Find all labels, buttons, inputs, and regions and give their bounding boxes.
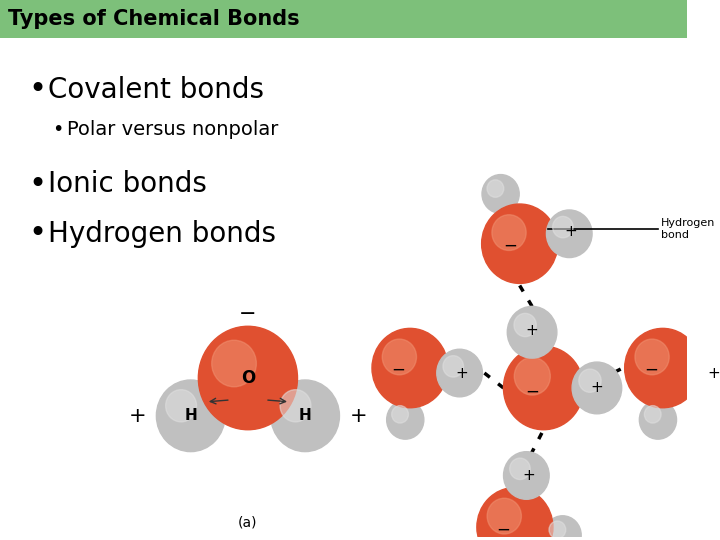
- Circle shape: [482, 174, 519, 213]
- Circle shape: [546, 210, 592, 258]
- Text: •: •: [53, 120, 64, 139]
- Circle shape: [503, 451, 549, 500]
- Circle shape: [625, 328, 701, 408]
- Text: +: +: [455, 366, 468, 381]
- Text: H: H: [184, 408, 197, 423]
- Circle shape: [487, 498, 521, 534]
- Bar: [0, 0, 687, 38]
- Circle shape: [549, 521, 566, 538]
- Circle shape: [156, 380, 225, 451]
- Text: (b): (b): [515, 515, 534, 529]
- Circle shape: [271, 380, 339, 451]
- Text: +: +: [708, 366, 720, 381]
- Circle shape: [644, 406, 661, 423]
- Circle shape: [387, 400, 424, 439]
- Text: +: +: [522, 468, 535, 483]
- Text: •: •: [29, 75, 47, 104]
- Text: •: •: [29, 170, 47, 199]
- Circle shape: [510, 458, 530, 480]
- Circle shape: [690, 349, 720, 397]
- Circle shape: [477, 488, 553, 540]
- Circle shape: [544, 516, 581, 540]
- Text: +: +: [564, 224, 577, 239]
- Circle shape: [639, 400, 677, 439]
- Text: +: +: [526, 323, 539, 338]
- Text: Polar versus nonpolar: Polar versus nonpolar: [67, 120, 278, 139]
- Text: −: −: [525, 383, 539, 401]
- Circle shape: [514, 313, 536, 336]
- Text: Hydrogen bonds: Hydrogen bonds: [48, 220, 276, 248]
- Circle shape: [553, 217, 573, 238]
- Text: Types of Chemical Bonds: Types of Chemical Bonds: [8, 9, 300, 29]
- Text: −: −: [644, 361, 658, 379]
- Text: O: O: [240, 369, 255, 387]
- Circle shape: [166, 390, 197, 422]
- Text: Covalent bonds: Covalent bonds: [48, 76, 264, 104]
- Circle shape: [443, 356, 464, 377]
- Text: −: −: [239, 305, 256, 325]
- Text: −: −: [503, 237, 517, 255]
- Circle shape: [437, 349, 482, 397]
- Circle shape: [487, 180, 504, 197]
- Circle shape: [579, 369, 601, 393]
- Circle shape: [635, 339, 669, 375]
- Circle shape: [212, 340, 256, 387]
- Circle shape: [280, 390, 311, 422]
- Text: −: −: [392, 361, 405, 379]
- Circle shape: [392, 406, 408, 423]
- Circle shape: [492, 215, 526, 251]
- Circle shape: [198, 326, 297, 430]
- Text: +: +: [350, 406, 367, 426]
- Circle shape: [508, 306, 557, 358]
- Circle shape: [696, 356, 716, 377]
- Circle shape: [382, 339, 416, 375]
- Text: +: +: [590, 381, 603, 395]
- Circle shape: [514, 357, 550, 395]
- Circle shape: [482, 204, 558, 284]
- Circle shape: [572, 362, 621, 414]
- Text: •: •: [29, 219, 47, 248]
- Circle shape: [503, 346, 584, 430]
- Circle shape: [372, 328, 448, 408]
- Text: Hydrogen
bond: Hydrogen bond: [661, 218, 715, 240]
- Text: (a): (a): [238, 515, 258, 529]
- Text: +: +: [128, 406, 146, 426]
- Text: Ionic bonds: Ionic bonds: [48, 170, 207, 198]
- Text: −: −: [497, 520, 510, 538]
- Text: H: H: [299, 408, 312, 423]
